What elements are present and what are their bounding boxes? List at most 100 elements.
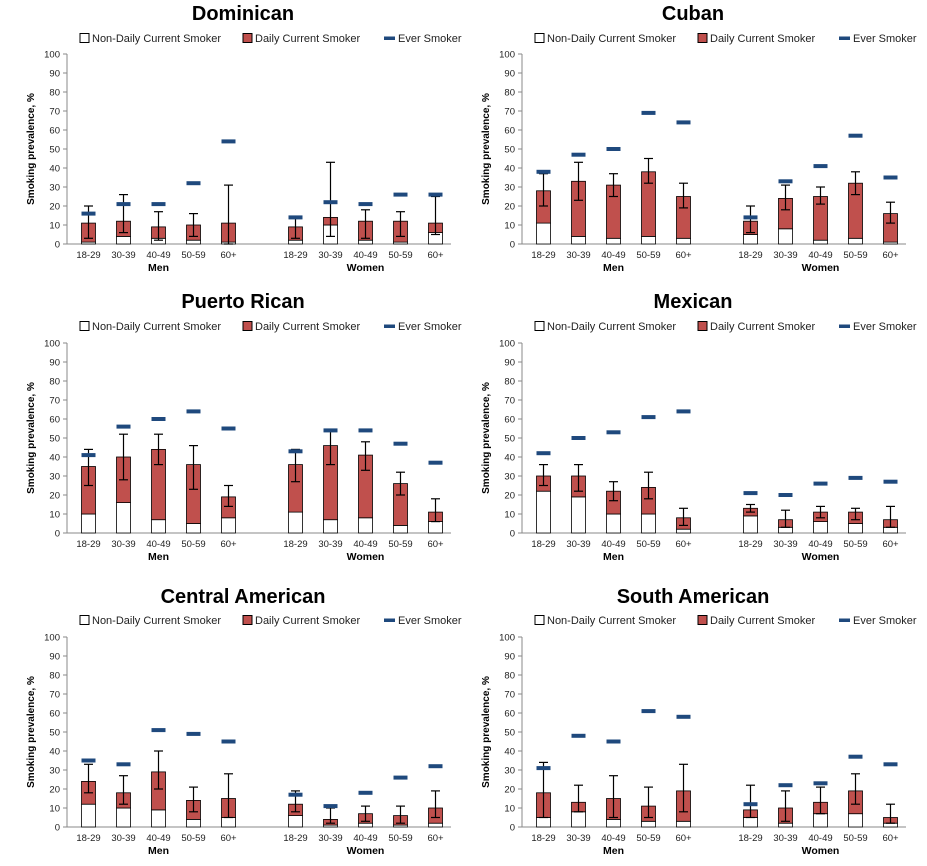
legend-swatch-non-daily <box>79 321 90 331</box>
chart-title: Cuban <box>662 3 724 25</box>
x-tick-label: 40-49 <box>808 539 832 550</box>
legend-swatch-daily <box>242 33 253 43</box>
legend-swatch-ever <box>384 324 395 328</box>
legend-label-non-daily: Non-Daily Current Smoker <box>92 615 221 627</box>
y-tick-label: 60 <box>504 709 515 720</box>
ever-smoker-marker <box>81 453 96 458</box>
y-tick-label: 20 <box>504 785 515 796</box>
ever-smoker-marker <box>323 804 338 809</box>
ever-smoker-marker <box>883 479 898 484</box>
legend-swatch-ever <box>839 324 850 328</box>
chart-panel: Cuban Non-Daily Current Smoker Daily Curre… <box>481 3 917 274</box>
y-tick-label: 10 <box>49 221 60 232</box>
x-tick-label: 40-49 <box>353 833 377 844</box>
legend-label-daily: Daily Current Smoker <box>255 33 360 45</box>
y-tick-label: 70 <box>504 107 515 118</box>
bar-group: 18-29 30-39 40-49 50-59 60+ Women <box>283 764 444 857</box>
bar-non-daily <box>536 222 551 245</box>
y-axis-label: Smoking prevalence, % <box>481 93 492 205</box>
bar-non-daily <box>221 817 236 828</box>
y-tick-label: 30 <box>504 766 515 777</box>
bar-group: 18-29 30-39 40-49 50-59 60+ Men <box>531 110 692 274</box>
x-tick-label: 30-39 <box>318 833 342 844</box>
x-tick-label: 60+ <box>220 250 237 261</box>
bar-non-daily <box>186 239 201 245</box>
legend-label-ever: Ever Smoker <box>398 321 462 333</box>
ever-smoker-marker <box>641 709 656 714</box>
ever-smoker-marker <box>848 475 863 480</box>
ever-smoker-marker <box>358 790 373 795</box>
bar-non-daily <box>323 519 338 534</box>
x-tick-label: 40-49 <box>146 539 170 550</box>
x-tick-label: 18-29 <box>738 539 762 550</box>
y-tick-label: 30 <box>504 472 515 483</box>
x-tick-label: 18-29 <box>738 250 762 261</box>
bar-non-daily <box>778 526 793 534</box>
x-tick-label: 30-39 <box>566 539 590 550</box>
bar-non-daily <box>428 521 443 534</box>
bar-non-daily <box>743 515 758 534</box>
bar-non-daily <box>358 822 373 828</box>
bar-group: 18-29 30-39 40-49 50-59 60+ Women <box>283 428 444 563</box>
group-label: Men <box>603 845 624 857</box>
ever-smoker-marker <box>536 451 551 456</box>
group-label: Men <box>603 551 624 563</box>
ever-smoker-marker <box>288 215 303 220</box>
y-tick-label: 80 <box>504 88 515 99</box>
group-label: Women <box>347 845 385 857</box>
y-tick-label: 30 <box>49 766 60 777</box>
bar-non-daily <box>813 239 828 245</box>
x-tick-label: 50-59 <box>636 833 660 844</box>
x-tick-label: 40-49 <box>808 833 832 844</box>
legend-swatch-daily <box>697 33 708 43</box>
x-tick-label: 30-39 <box>111 833 135 844</box>
y-tick-label: 100 <box>499 339 515 350</box>
y-tick-label: 50 <box>504 434 515 445</box>
y-tick-label: 100 <box>44 633 60 644</box>
y-tick-label: 80 <box>504 377 515 388</box>
y-tick-label: 10 <box>504 804 515 815</box>
legend: Non-Daily Current Smoker Daily Current Sm… <box>534 615 917 627</box>
bar-group: 18-29 30-39 40-49 50-59 60+ Men <box>76 139 237 274</box>
x-tick-label: 40-49 <box>146 833 170 844</box>
y-tick-label: 70 <box>49 690 60 701</box>
x-tick-label: 30-39 <box>566 250 590 261</box>
y-tick-label: 20 <box>504 491 515 502</box>
y-tick-label: 70 <box>49 396 60 407</box>
bar-non-daily <box>536 817 551 828</box>
x-tick-label: 30-39 <box>318 250 342 261</box>
ever-smoker-marker <box>323 200 338 205</box>
y-tick-label: 60 <box>49 709 60 720</box>
ever-smoker-marker <box>813 481 828 486</box>
bar-non-daily <box>571 496 586 534</box>
chart-title: Central American <box>161 586 326 608</box>
legend-swatch-non-daily <box>534 33 545 43</box>
y-tick-label: 0 <box>510 529 515 540</box>
group-label: Women <box>347 262 385 274</box>
x-tick-label: 50-59 <box>636 250 660 261</box>
ever-smoker-marker <box>151 417 166 421</box>
x-tick-label: 18-29 <box>76 539 100 550</box>
group-label: Women <box>802 551 840 563</box>
bar-non-daily <box>606 513 621 534</box>
ever-smoker-marker <box>743 215 758 220</box>
x-tick-label: 30-39 <box>773 250 797 261</box>
legend-swatch-non-daily <box>79 33 90 43</box>
y-tick-label: 80 <box>49 88 60 99</box>
ever-smoker-marker <box>151 728 166 733</box>
legend: Non-Daily Current Smoker Daily Current Sm… <box>79 615 462 627</box>
ever-smoker-marker <box>221 426 236 431</box>
y-tick-label: 100 <box>499 633 515 644</box>
group-label: Women <box>347 551 385 563</box>
legend-label-non-daily: Non-Daily Current Smoker <box>547 615 676 627</box>
bar-non-daily <box>813 521 828 534</box>
y-tick-label: 50 <box>504 728 515 739</box>
ever-smoker-marker <box>393 192 408 197</box>
bar-non-daily <box>116 502 131 534</box>
bar-group: 18-29 30-39 40-49 50-59 60+ Women <box>283 161 444 274</box>
x-tick-label: 18-29 <box>738 833 762 844</box>
ever-smoker-marker <box>676 409 691 414</box>
y-tick-label: 20 <box>49 785 60 796</box>
bar-non-daily <box>393 525 408 534</box>
group-label: Men <box>148 262 169 274</box>
